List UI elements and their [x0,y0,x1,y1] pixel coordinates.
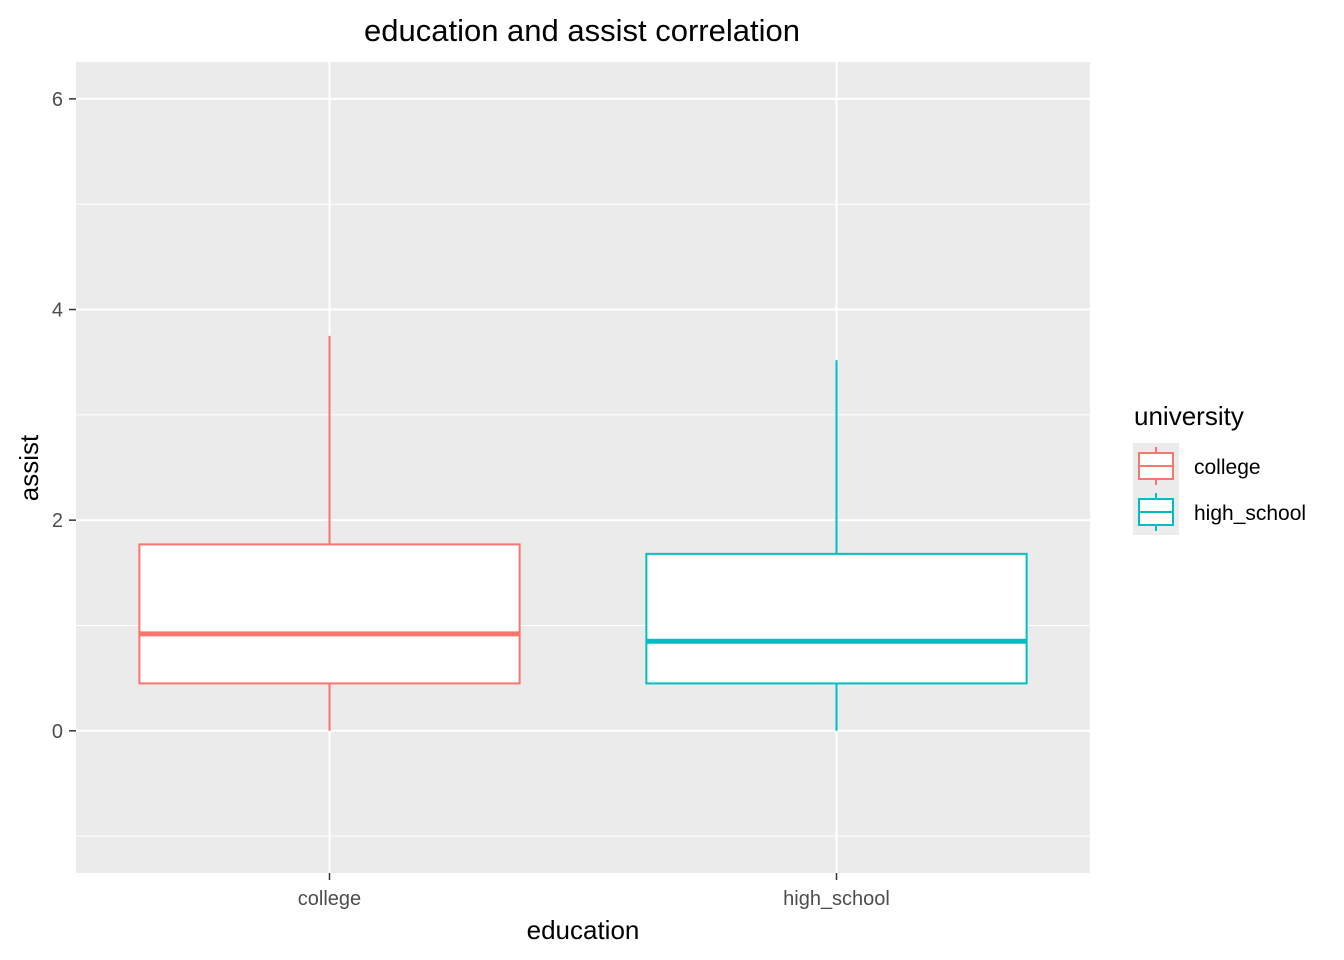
legend-title: university [1134,401,1244,431]
box-iqr [138,543,521,685]
box-high_school [645,360,1028,731]
legend-item-high_school: high_school [1133,489,1306,535]
box-iqr [645,552,1028,685]
x-tick-label: college [298,888,361,910]
legend-label: high_school [1194,502,1306,525]
x-tick-label: high_school [783,888,890,910]
legend-item-college: college [1133,443,1261,489]
y-tick-label: 6 [52,89,63,111]
y-axis-title: assist [14,434,44,501]
chart-title: education and assist correlation [364,13,800,48]
y-tick-label: 0 [52,721,63,743]
box-college [138,335,521,731]
plot-panel [76,62,1090,873]
boxes [138,335,1028,731]
y-tick-label: 4 [52,300,63,322]
legend-label: college [1194,456,1261,479]
y-tick-label: 2 [52,510,63,532]
legend: university college high_school [1133,401,1306,535]
x-axis-title: education [527,915,640,945]
axes: 0 2 4 6 college high_school [52,89,890,910]
